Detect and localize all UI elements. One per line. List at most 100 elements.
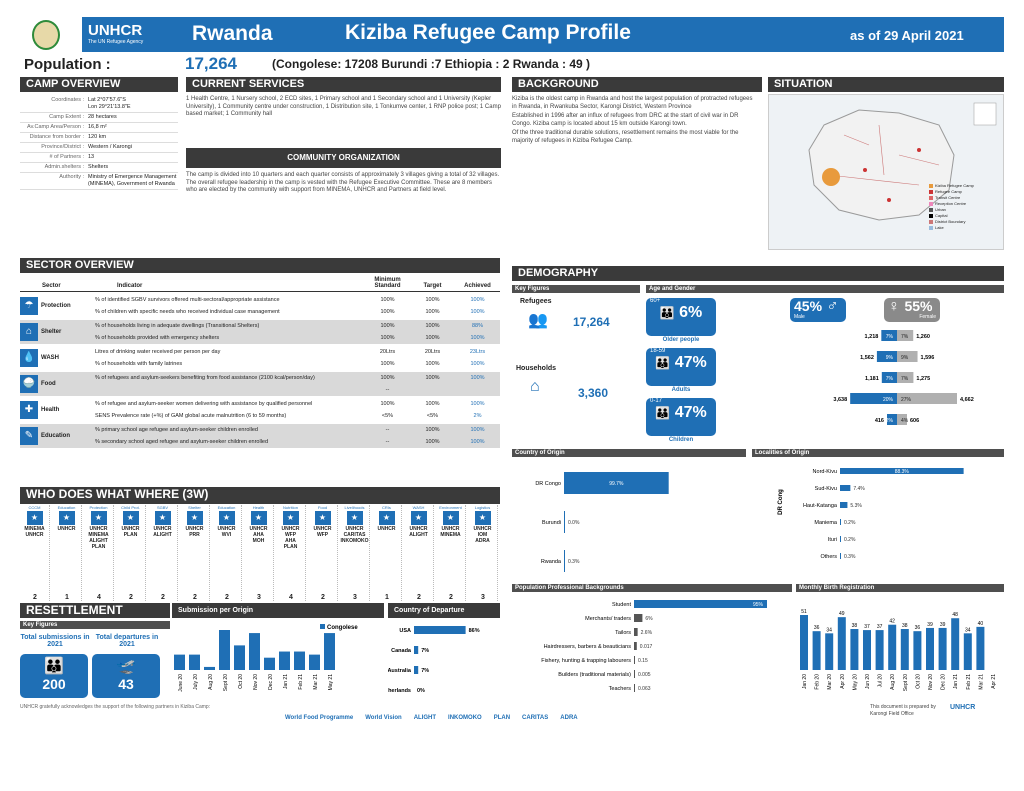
departure-bar	[414, 666, 419, 674]
birth-value: 48	[952, 612, 958, 618]
refugees-label: Refugees	[520, 298, 552, 305]
w3-sector-icon: ★	[186, 511, 203, 525]
indicator-line: Litres of drinking water received per pe…	[95, 346, 500, 358]
indicator-line: % secondary school aged refugee and asyl…	[95, 436, 500, 448]
sector-cell: ⌂ Shelter	[20, 320, 95, 344]
indicator-value: 100%	[470, 360, 485, 367]
children-card: 0-17 👪 47%	[646, 398, 716, 436]
profession-value: 0.063	[638, 686, 651, 692]
w3-orgs: UNHCR PRR	[185, 526, 204, 538]
sector-name: Education	[41, 433, 71, 439]
submission-bar	[279, 651, 290, 670]
bar-value-label: 7.4%	[853, 486, 865, 492]
w3-orgs: UNHCR	[377, 526, 396, 532]
background-p3: Of the three traditional durable solutio…	[512, 130, 739, 144]
pyramid-female-bar	[897, 372, 914, 383]
sector-lines: Litres of drinking water received per pe…	[95, 346, 500, 370]
w3-header: WHO DOES WHAT WHERE (3W)	[20, 487, 500, 504]
localities-header: Localities of Origin	[752, 449, 1004, 457]
overview-row: Av.Camp Area/Person : 16,8 m²	[20, 123, 178, 133]
indicator-value: 100%	[425, 360, 440, 367]
birth-value: 37	[877, 624, 883, 630]
departure-value: 7%	[421, 648, 429, 654]
indicator-line: % of households with family latrines 100%…	[95, 358, 500, 370]
pyramid-male-count: 1,562	[860, 355, 874, 361]
wash-icon: 💧	[20, 349, 38, 367]
w3-orgs: UNHCR MINEMA ALIGHT PLAN	[88, 526, 109, 550]
indicator-value: <5%	[426, 412, 439, 419]
sector-row: ☂ Protection% of identified SGBV survivor…	[20, 294, 500, 318]
sector-col-header: Indicator	[117, 283, 143, 289]
indicator-line: % of refugee and asylum-seeker women del…	[95, 398, 500, 410]
w3-sector-icon: ★	[474, 511, 491, 525]
indicator-value: --	[385, 426, 390, 433]
w3-sector-icon: ★	[442, 511, 459, 525]
w3-count: 2	[193, 594, 197, 601]
birth-bar	[938, 627, 947, 670]
indicator-text: % of children with specific needs who re…	[95, 308, 280, 315]
birth-month-label: Sept 20	[903, 674, 909, 691]
overview-key: Authority :	[59, 174, 84, 180]
w3-orgs: UNHCR WFP	[313, 526, 332, 538]
indicator-text: SENS Prevalence rate (+%) of GAM global …	[95, 412, 287, 419]
submission-month-label: Oct 20	[238, 674, 244, 689]
submission-month-label: July 20	[193, 674, 199, 690]
w3-column: Logistics ★ UNHCR IOM ADRA 3	[468, 505, 498, 601]
male-pct: 45%	[794, 298, 823, 314]
indicator-value: 100%	[425, 438, 440, 445]
profession-value: 0.15	[638, 658, 648, 664]
birth-month-label: Oct 20	[915, 674, 921, 689]
w3-sector: WASH	[412, 505, 425, 510]
resettlement-key-figures: Key Figures	[20, 621, 170, 629]
legend-label: Kiziba Refugee Camp	[935, 183, 974, 188]
submission-month-label: Sept 20	[223, 674, 229, 691]
bar-category-label: Sud-Kivu	[815, 486, 837, 492]
older-card: 60+ 👪 6%	[646, 298, 716, 336]
profession-value: 0.017	[640, 644, 653, 650]
submission-month-label: Dec 20	[268, 674, 274, 690]
sector-table: Sector Indicator Minimum Standard Target Ach…	[20, 274, 500, 448]
indicator-value: 100%	[470, 438, 485, 445]
submission-month-label: June 20	[178, 674, 184, 692]
indicator-text: % secondary school aged refugee and asyl…	[95, 438, 269, 445]
male-label: Male	[794, 314, 805, 320]
sector-col-header: Minimum Standard	[374, 277, 401, 289]
w3-orgs: UNHCR ALIGHT	[153, 526, 172, 538]
partner-logo: PLAN	[493, 715, 511, 721]
w3-count: 4	[97, 594, 101, 601]
departure-country-label: Netherlands	[388, 688, 411, 694]
pyramid-male-pct: 7%	[886, 334, 894, 340]
pyramid-male-count: 1,181	[865, 376, 879, 382]
profession-label: Builders (traditional materials)	[558, 672, 631, 678]
overview-value: 120 km	[88, 134, 107, 140]
overview-row: Admin.shelters : Shelters	[20, 163, 178, 173]
submissions-card: 👪 200	[20, 654, 88, 698]
birth-value: 49	[839, 611, 845, 617]
sector-row: 💧 WASH Litres of drinking water received p…	[20, 346, 500, 370]
birth-bar	[963, 633, 972, 670]
w3-count: 1	[65, 594, 69, 601]
background-text: Kiziba is the oldest camp in Rwanda and …	[512, 96, 757, 145]
map-legend-item: Refugee Camp	[929, 189, 974, 195]
overview-key: Distance from border :	[29, 134, 84, 140]
submission-month-label: Nov 20	[253, 674, 259, 690]
map-legend-item: Lake	[929, 225, 974, 231]
bar	[840, 485, 851, 491]
submission-bar	[249, 633, 260, 670]
map-legend-item: District Boundary	[929, 219, 974, 225]
bar	[564, 511, 565, 533]
w3-orgs: UNHCR WVI	[217, 526, 236, 538]
indicator-value: --	[385, 386, 390, 393]
sector-name: Shelter	[41, 329, 62, 335]
profession-bar	[634, 642, 637, 650]
w3-column: Livelihoods ★ UNHCR CARITAS INKOMOKO 3	[340, 505, 370, 601]
w3-column: SGBV ★ UNHCR ALIGHT 2	[148, 505, 178, 601]
birth-registration-chart: 51 Jan 20 36 Feb 20 34 Mar 20 49 Apr 20 38 May 20…	[800, 609, 997, 691]
overview-value: 13	[88, 154, 95, 160]
pyramid-female-pct: 4%	[901, 418, 909, 424]
bar-value-label: 99.7%	[609, 481, 624, 487]
pyramid-female-pct: 9%	[901, 355, 909, 361]
w3-column: CRIs ★ UNHCR 1	[372, 505, 402, 601]
submission-bar	[234, 645, 245, 670]
bar	[840, 519, 841, 525]
